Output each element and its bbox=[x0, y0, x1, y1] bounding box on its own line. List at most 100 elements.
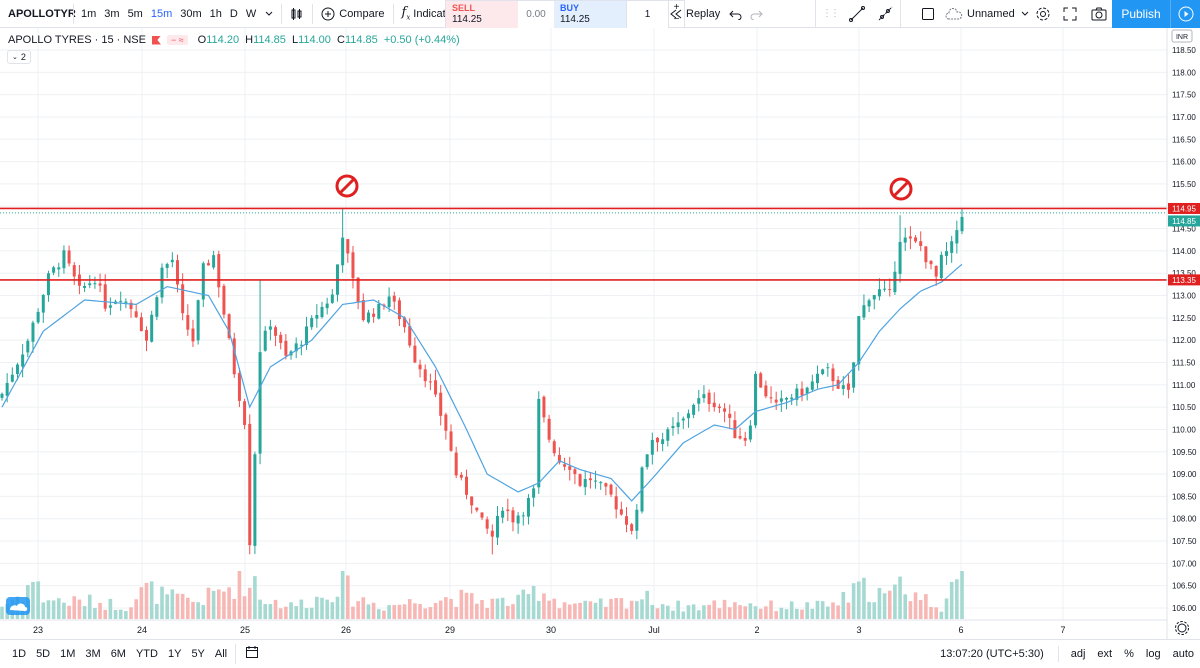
range-1m[interactable]: 1M bbox=[60, 647, 76, 660]
logo-icon bbox=[6, 597, 30, 615]
range-3m[interactable]: 3M bbox=[85, 647, 101, 660]
legend-title[interactable]: APOLLO TYRES · 15 · NSE bbox=[8, 34, 146, 46]
adj-toggle[interactable]: adj bbox=[1070, 648, 1086, 660]
volume-bar bbox=[893, 584, 897, 619]
indicators-button[interactable]: fx Indicator bbox=[397, 0, 461, 28]
go-to-date-button[interactable] bbox=[245, 645, 259, 662]
candle-body bbox=[155, 297, 159, 317]
candle-body bbox=[526, 497, 530, 517]
timeframe-15m[interactable]: 15m bbox=[150, 7, 173, 20]
layout-menu[interactable]: Unnamed bbox=[940, 0, 1034, 28]
replay-button[interactable]: Replay bbox=[664, 0, 725, 28]
candle-body bbox=[330, 294, 334, 303]
quantity-input[interactable]: 1 bbox=[626, 1, 668, 28]
timeframe-1h[interactable]: 1h bbox=[209, 7, 222, 20]
select-layout-checkbox[interactable] bbox=[916, 0, 940, 28]
price-tick-label: 110.50 bbox=[1172, 403, 1196, 412]
settings-button[interactable] bbox=[1030, 0, 1056, 28]
candle-body bbox=[243, 401, 247, 425]
symbol-search[interactable]: APOLLOTYR bbox=[8, 7, 76, 20]
candle-body bbox=[124, 301, 128, 303]
candle-body bbox=[387, 296, 391, 307]
volume-bar bbox=[521, 589, 526, 619]
timeframe-D[interactable]: D bbox=[229, 7, 238, 20]
candle-body bbox=[93, 283, 97, 285]
currency-badge[interactable] bbox=[1171, 29, 1193, 43]
legend-collapse-button[interactable]: ⌄ 2 bbox=[7, 50, 31, 64]
publish-button[interactable]: Publish bbox=[1112, 0, 1170, 28]
candle-body bbox=[170, 259, 174, 263]
ray-icon[interactable] bbox=[876, 5, 894, 23]
auto-toggle[interactable]: auto bbox=[1172, 648, 1194, 660]
ext-toggle[interactable]: ext bbox=[1097, 648, 1113, 660]
indicators-label: Indicator bbox=[413, 7, 456, 20]
quantity-stepper[interactable]: + − bbox=[668, 1, 684, 27]
volume-bar bbox=[929, 607, 933, 619]
candle-body bbox=[501, 510, 505, 518]
axis-settings-button[interactable] bbox=[1175, 621, 1189, 635]
timeframe-30m[interactable]: 30m bbox=[180, 7, 202, 20]
timeframe-W[interactable]: W bbox=[245, 7, 257, 20]
buy-label: BUY bbox=[560, 3, 580, 13]
fullscreen-button[interactable] bbox=[1058, 0, 1082, 28]
buy-button[interactable]: BUY 114.25 bbox=[554, 1, 626, 28]
plus-icon[interactable]: + bbox=[673, 2, 680, 13]
candle-body bbox=[955, 230, 959, 244]
compare-button[interactable]: Compare bbox=[316, 0, 389, 28]
candle-body bbox=[671, 426, 675, 429]
eye-off-icon[interactable] bbox=[151, 35, 161, 45]
snapshot-button[interactable] bbox=[1086, 0, 1112, 28]
chart-style-button[interactable] bbox=[285, 0, 309, 28]
price-tick-label: 107.50 bbox=[1172, 537, 1197, 546]
price-axis[interactable]: 118.50 118.00 117.50 117.00 116.50 116.00 115.… bbox=[1172, 46, 1197, 613]
volume-bar bbox=[898, 576, 902, 619]
timeframe-5m[interactable]: 5m bbox=[127, 7, 143, 20]
redo-button[interactable] bbox=[744, 0, 768, 28]
volume-bar bbox=[547, 600, 551, 619]
range-1y[interactable]: 1Y bbox=[167, 647, 182, 660]
range-5y[interactable]: 5Y bbox=[191, 647, 205, 660]
price-tick-label: 109.50 bbox=[1172, 448, 1197, 457]
candle-body bbox=[738, 436, 742, 439]
candle-body bbox=[759, 373, 763, 388]
play-button[interactable] bbox=[1170, 0, 1200, 28]
minus-icon[interactable]: − bbox=[673, 14, 680, 25]
percent-toggle[interactable]: % bbox=[1124, 648, 1134, 660]
candle-body bbox=[661, 439, 665, 445]
range-all[interactable]: All bbox=[214, 647, 228, 660]
candle-body bbox=[366, 312, 370, 323]
candle-body bbox=[754, 373, 758, 426]
trend-line-icon[interactable] bbox=[848, 5, 866, 23]
volume-bar bbox=[346, 575, 350, 619]
divider bbox=[281, 3, 283, 24]
drag-handle-icon[interactable]: ⋮⋮ bbox=[822, 8, 840, 19]
range-6m[interactable]: 6M bbox=[110, 647, 126, 660]
candle-body bbox=[449, 431, 453, 451]
candle-body bbox=[702, 394, 706, 399]
volume-bar bbox=[376, 609, 381, 619]
time-axis[interactable]: 23 24 25 26 29 30 Jul 2 3 6 7 bbox=[33, 625, 1066, 635]
candle-body bbox=[857, 316, 861, 365]
candle-body bbox=[542, 396, 546, 418]
candle-body bbox=[599, 482, 603, 484]
candle-body bbox=[397, 300, 401, 320]
chevron-down-icon[interactable] bbox=[260, 0, 278, 28]
range-1d[interactable]: 1D bbox=[12, 647, 27, 660]
price-tick-label: 115.50 bbox=[1172, 180, 1196, 189]
candle-body bbox=[232, 338, 236, 375]
volume-bar bbox=[315, 596, 319, 619]
undo-button[interactable] bbox=[724, 0, 748, 28]
indicator-toggle[interactable]: − ≈ bbox=[166, 35, 188, 45]
volume-bar bbox=[681, 611, 686, 619]
range-5d[interactable]: 5D bbox=[36, 647, 51, 660]
log-toggle[interactable]: log bbox=[1145, 648, 1161, 660]
sell-button[interactable]: SELL 114.25 bbox=[446, 1, 518, 28]
volume-bar bbox=[149, 581, 154, 619]
price-chart[interactable]: 118.50 118.00 117.50 117.00 116.50 116.00 115.… bbox=[0, 0, 1200, 639]
volume-bar bbox=[186, 597, 190, 619]
clock-timezone[interactable]: 13:07:20 (UTC+5:30) bbox=[940, 648, 1044, 660]
timeframe-1m[interactable]: 1m bbox=[81, 7, 97, 20]
timeframe-3m[interactable]: 3m bbox=[104, 7, 120, 20]
volume-bar bbox=[846, 602, 851, 619]
range-ytd[interactable]: YTD bbox=[135, 647, 158, 660]
